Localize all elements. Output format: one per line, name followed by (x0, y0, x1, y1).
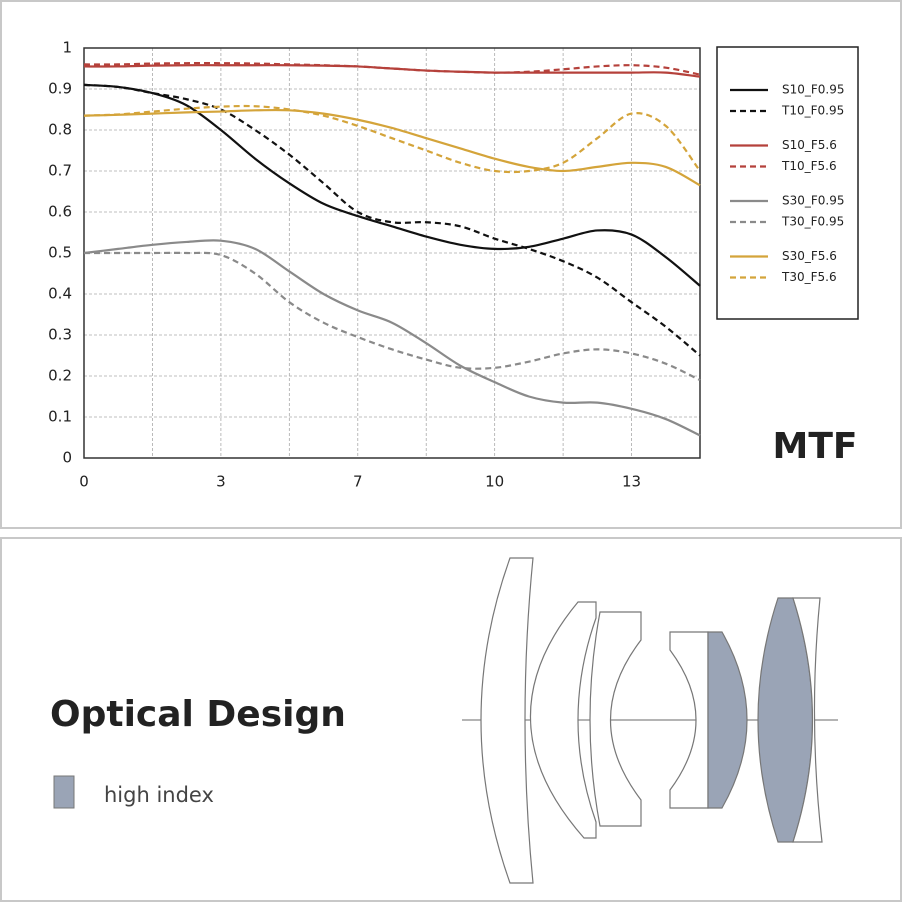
series-line (83, 64, 701, 78)
series-line (83, 108, 701, 187)
y-tick-label: 0.1 (48, 408, 72, 426)
legend-box (716, 46, 859, 320)
y-tick-label: 0.8 (48, 121, 72, 139)
legend-label: T30_F5.6 (781, 270, 837, 284)
y-tick-label: 0.6 (48, 203, 72, 221)
series-line (84, 251, 701, 382)
legend-label: T30_F0.95 (781, 215, 844, 229)
lens-high-index (707, 631, 748, 809)
optics-legend-label: high index (104, 783, 214, 807)
series-line (83, 83, 701, 357)
series-line (83, 104, 701, 174)
lens (589, 611, 642, 827)
y-tick-label: 0.5 (48, 244, 72, 262)
x-tick-label: 0 (79, 473, 89, 491)
x-tick-label: 7 (353, 473, 363, 491)
legend-label: S10_F5.6 (782, 138, 837, 152)
optics-title: Optical Design (50, 694, 346, 735)
legend-label: T10_F5.6 (781, 159, 837, 173)
y-tick-label: 1 (62, 39, 72, 57)
legend-label: S30_F0.95 (782, 194, 845, 208)
x-tick-label: 13 (622, 473, 641, 491)
y-tick-label: 0.2 (48, 367, 72, 385)
series-line (83, 83, 701, 287)
x-tick-label: 10 (485, 473, 504, 491)
y-tick-label: 0.7 (48, 162, 72, 180)
legend-label: T10_F0.95 (781, 104, 844, 118)
x-tick-label: 3 (216, 473, 226, 491)
y-tick-label: 0.3 (48, 326, 72, 344)
optical-diagram (462, 557, 838, 884)
y-tick-label: 0.4 (48, 285, 72, 303)
y-tick-label: 0.9 (48, 80, 72, 98)
y-tick-label: 0 (62, 449, 72, 467)
legend-swatch (53, 775, 75, 809)
lens (529, 601, 597, 839)
lens (792, 597, 823, 843)
series-line (83, 239, 701, 437)
lens (480, 557, 534, 884)
lens (669, 631, 709, 809)
chart-title: MTF (773, 426, 858, 467)
legend-label: S30_F5.6 (782, 249, 837, 263)
series-line (83, 62, 701, 76)
legend-label: S10_F0.95 (782, 83, 845, 97)
